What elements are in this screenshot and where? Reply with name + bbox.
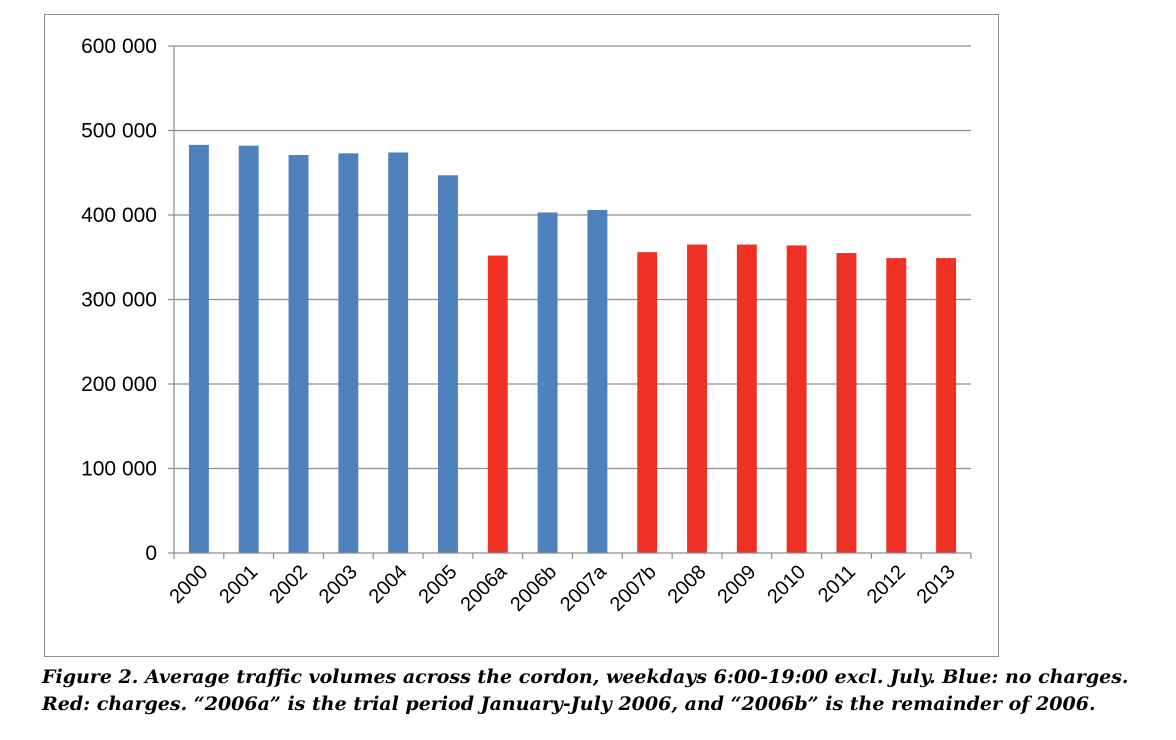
x-tick-label: 2002 <box>265 561 312 608</box>
caption-line-2: Red: charges. “2006a” is the trial perio… <box>42 693 1096 715</box>
y-tick-label: 400 000 <box>81 204 157 227</box>
bar-2007a <box>587 209 608 553</box>
y-tick-label: 300 000 <box>81 289 157 312</box>
bar-2006b <box>537 212 558 553</box>
y-tick-label: 100 000 <box>81 458 157 481</box>
bar-2013 <box>936 258 957 553</box>
figure-caption: Figure 2. Average traffic volumes across… <box>42 664 1162 718</box>
bar-2002 <box>288 155 309 553</box>
x-tick-label: 2010 <box>763 561 810 608</box>
y-tick-label: 0 <box>145 542 157 565</box>
bar-2011 <box>836 253 857 553</box>
bar-2005 <box>438 175 458 553</box>
y-tick-label: 200 000 <box>81 373 157 396</box>
x-tick-label: 2008 <box>664 561 711 608</box>
x-tick-label: 2000 <box>165 561 212 608</box>
chart-frame: 0 100 000 200 000 300 000 400 000 500 000 600 … <box>44 14 999 657</box>
x-tick-label: 2003 <box>315 561 362 608</box>
x-tick-label: 2006a <box>456 560 512 616</box>
x-tick-label: 2009 <box>713 561 760 608</box>
x-tick-label: 2007a <box>556 560 612 616</box>
bar-2004 <box>388 152 409 553</box>
bar-2008 <box>687 244 707 553</box>
bar-2003 <box>338 153 359 553</box>
bar-2007b <box>637 252 658 553</box>
bar-chart: 0 100 000 200 000 300 000 400 000 500 000 600 … <box>81 35 972 616</box>
bar-2012 <box>886 258 907 553</box>
bar-2001 <box>238 145 259 553</box>
bar-2000 <box>188 144 209 554</box>
x-tick-label: 2007b <box>606 561 661 616</box>
x-tick-label: 2012 <box>863 561 910 608</box>
x-tick-label: 2013 <box>913 561 960 608</box>
y-tick-label: 600 000 <box>81 35 157 58</box>
caption-line-1: Figure 2. Average traffic volumes across… <box>42 666 1129 688</box>
x-tick-label: 2006b <box>506 561 561 616</box>
x-tick-label: 2005 <box>414 561 461 608</box>
bar-2009 <box>736 244 757 553</box>
bar-2010 <box>786 245 807 554</box>
bar-2006a <box>487 255 508 553</box>
x-tick-label: 2004 <box>365 561 412 608</box>
x-tick-label: 2011 <box>814 561 860 607</box>
y-tick-label: 500 000 <box>81 120 157 143</box>
x-tick-label: 2001 <box>215 561 262 608</box>
